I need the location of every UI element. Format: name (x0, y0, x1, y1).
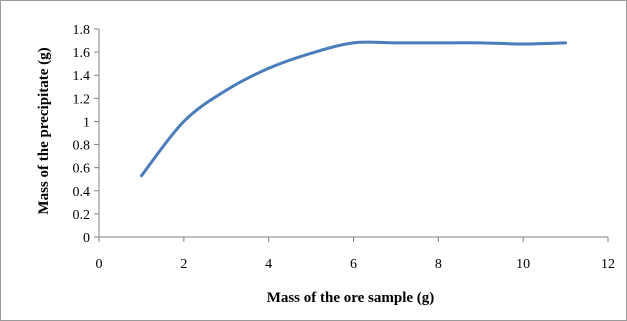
y-tick-label: 1.4 (73, 69, 91, 84)
series-layer (139, 40, 568, 178)
series-line (139, 40, 568, 178)
y-tick-label: 0.2 (73, 208, 91, 223)
y-tick-label: 0 (83, 231, 90, 246)
x-tick-label: 8 (435, 257, 442, 272)
y-tick-label: 0.4 (73, 185, 91, 200)
x-tick-label: 2 (180, 257, 187, 272)
y-tick-label: 0.6 (73, 162, 91, 177)
x-axis-title: Mass of the ore sample (g) (267, 290, 435, 306)
x-tick-label: 6 (350, 257, 357, 272)
y-axis-title: Mass of the precipitate (g) (36, 47, 52, 214)
y-tick-label: 1.8 (73, 23, 91, 38)
y-tick-label: 1 (83, 115, 90, 130)
y-tick-label: 1.6 (73, 46, 91, 61)
x-tick-label: 0 (96, 257, 103, 272)
y-tick-label: 1.2 (73, 92, 91, 107)
x-tick-label: 10 (516, 257, 530, 272)
x-axis-ticks: 0 2 4 6 8 10 12 (96, 237, 615, 272)
x-tick-label: 12 (601, 257, 615, 272)
x-tick-label: 4 (265, 257, 272, 272)
y-axis-ticks: 0 0.2 0.4 0.6 0.8 1 1.2 1.4 1.6 1.8 (73, 23, 99, 246)
y-tick-label: 0.8 (73, 139, 91, 154)
